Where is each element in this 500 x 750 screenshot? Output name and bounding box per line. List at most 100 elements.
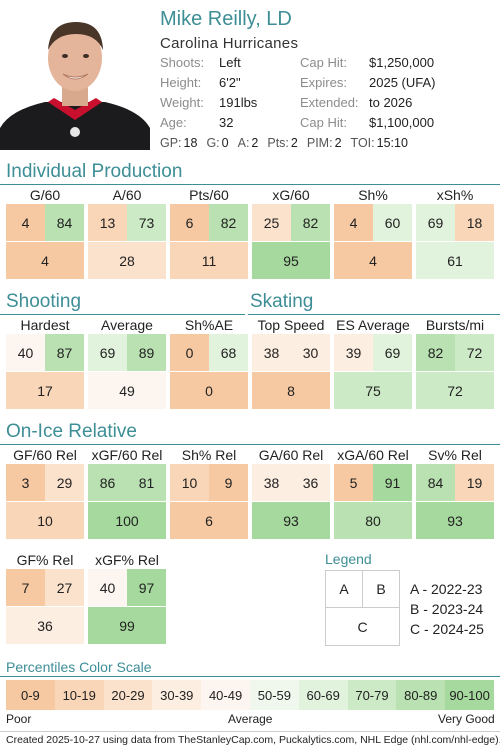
detail-value: $1,100,000: [369, 115, 435, 130]
metric-cell-a: 69: [88, 334, 127, 371]
detail-value: to 2026: [369, 95, 413, 110]
metric-cell-c: 0: [170, 372, 248, 409]
metric-cell-b: 82: [209, 204, 248, 241]
metric-cell-a: 4: [6, 204, 45, 241]
scale-bin: 20-29: [103, 680, 153, 710]
metric-header: Sh% Rel: [181, 447, 237, 463]
metric-cell-b: 60: [373, 204, 412, 241]
scale-bin: 80-89: [396, 680, 446, 710]
divider: [0, 314, 245, 315]
metric-cell-b: 27: [45, 569, 84, 606]
metric-cell-b: 89: [127, 334, 166, 371]
metric-header: GA/60 Rel: [258, 447, 324, 463]
detail-label: Cap Hit:: [300, 55, 347, 70]
metric-cell-a: 69: [416, 204, 455, 241]
stat-value: 2: [251, 136, 259, 150]
metric-header: xG/60: [272, 187, 310, 203]
section-shooting: Shooting: [6, 291, 82, 312]
divider: [0, 184, 500, 185]
detail-label: Expires:: [300, 75, 347, 90]
section-individual-production: Individual Production: [6, 161, 183, 182]
scale-title: Percentiles Color Scale: [6, 659, 152, 675]
player-headshot-icon: [0, 10, 150, 150]
metric-cell-b: 69: [373, 334, 412, 371]
metric-header: Bursts/mi: [425, 317, 485, 333]
metric-cell-c: 4: [6, 242, 84, 279]
legend-item-a: A - 2022-23: [410, 581, 483, 597]
metric-cell-a: 40: [88, 569, 127, 606]
metric-header: A/60: [112, 187, 142, 203]
metric-cell-b: 87: [45, 334, 84, 371]
scale-mid-label: Average: [228, 712, 273, 726]
metric-cell-a: 0: [170, 334, 209, 371]
metric-header: Average: [101, 317, 153, 333]
metric-cell-c: 61: [416, 242, 494, 279]
detail-value: 32: [219, 115, 234, 130]
stat-label: Pts:: [267, 136, 289, 150]
detail-value: Left: [219, 55, 241, 70]
scale-bin: 50-59: [249, 680, 299, 710]
detail-value: 191lbs: [219, 95, 258, 110]
metric-cell-c: 6: [170, 502, 248, 539]
metric-cell-b: 81: [127, 464, 166, 501]
divider: [0, 444, 500, 445]
stat-value: 0: [221, 136, 229, 150]
metric-header: Sv% Rel: [428, 447, 482, 463]
scale-bin: 60-69: [298, 680, 348, 710]
metric-cell-b: 68: [209, 334, 248, 371]
metric-cell-c: 72: [416, 372, 494, 409]
metric-header: Hardest: [20, 317, 70, 333]
metric-cell-b: 84: [45, 204, 84, 241]
metric-cell-b: 36: [291, 464, 330, 501]
detail-label: Extended:: [300, 95, 359, 110]
metric-cell-c: 100: [88, 502, 166, 539]
metric-cell-b: 19: [455, 464, 494, 501]
metric-cell-b: 82: [291, 204, 330, 241]
legend-item-b: B - 2023-24: [410, 601, 484, 617]
metric-header: ES Average: [336, 317, 410, 333]
team-name: Carolina Hurricanes: [160, 35, 299, 52]
section-skating: Skating: [250, 291, 314, 312]
legend-box-c: C: [325, 607, 400, 646]
metric-cell-c: 93: [252, 502, 330, 539]
metric-cell-a: 25: [252, 204, 291, 241]
metric-header: xGF/60 Rel: [91, 447, 163, 463]
stat-label: G:: [206, 136, 220, 150]
metric-cell-a: 7: [6, 569, 45, 606]
metric-header: Pts/60: [189, 187, 229, 203]
legend-box-a: A: [325, 570, 363, 608]
metric-cell-a: 38: [252, 334, 291, 371]
stat-label: TOI:: [350, 136, 375, 150]
metric-header: xGF% Rel: [95, 552, 159, 568]
footer-credit: Created 2025-10-27 using data from TheSt…: [6, 734, 500, 746]
legend-title: Legend: [325, 551, 372, 567]
stat-label: GP:: [160, 136, 182, 150]
detail-value: 2025 (UFA): [369, 75, 436, 90]
divider: [0, 676, 500, 677]
detail-label: Shoots:: [160, 55, 205, 70]
metric-cell-c: 49: [88, 372, 166, 409]
divider: [0, 731, 500, 732]
detail-label: Cap Hit:: [300, 115, 347, 130]
metric-cell-c: 11: [170, 242, 248, 279]
scale-bin: 0-9: [6, 680, 55, 710]
metric-cell-b: 91: [373, 464, 412, 501]
metric-cell-a: 40: [6, 334, 45, 371]
scale-bin: 40-49: [201, 680, 250, 710]
metric-header: Top Speed: [257, 317, 325, 333]
legend-box-b: B: [362, 570, 400, 608]
metric-cell-b: 73: [127, 204, 166, 241]
metric-header: xSh%: [436, 187, 474, 203]
metric-header: Sh%: [358, 187, 388, 203]
scale-bin: 30-39: [152, 680, 202, 710]
metric-cell-c: 10: [6, 502, 84, 539]
stat-label: PIM:: [306, 136, 333, 150]
scale-high-label: Very Good: [438, 712, 495, 726]
metric-cell-c: 75: [334, 372, 412, 409]
metric-cell-a: 38: [252, 464, 291, 501]
percentile-color-scale: 0-9 10-19 20-29 30-39 40-49 50-59 60-69 70-79 80…: [6, 680, 494, 710]
metric-cell-c: 4: [334, 242, 412, 279]
metric-cell-b: 72: [455, 334, 494, 371]
metric-cell-b: 9: [209, 464, 248, 501]
metric-cell-c: 93: [416, 502, 494, 539]
